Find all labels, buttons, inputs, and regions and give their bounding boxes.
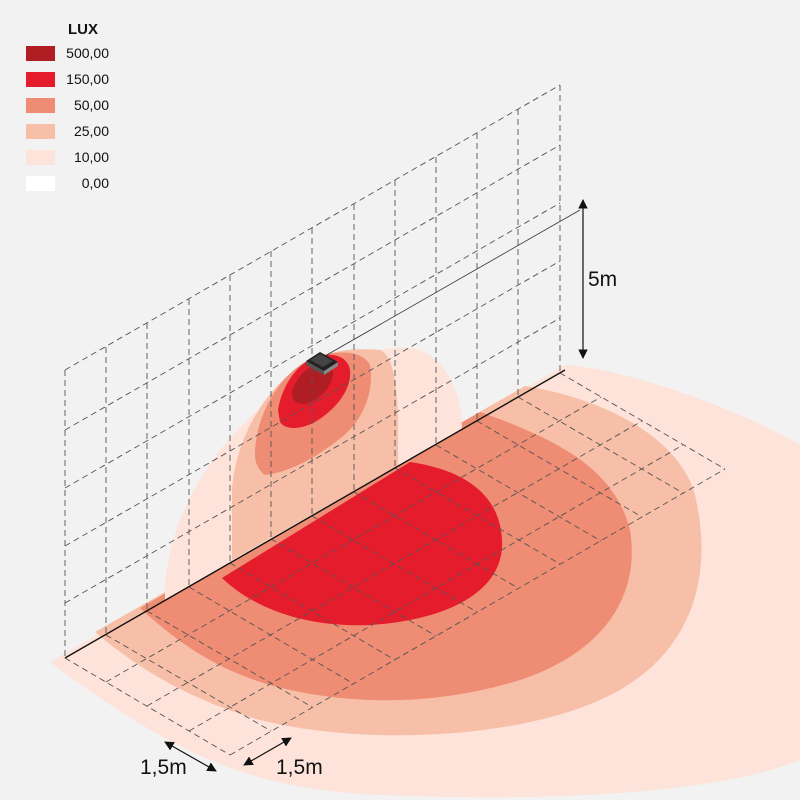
light-fixture-icon	[306, 352, 338, 375]
wall-contours	[165, 347, 462, 600]
legend-swatch	[26, 175, 55, 191]
legend-label: 25,00	[73, 123, 109, 139]
legend-swatch	[26, 71, 55, 87]
legend-swatch	[26, 149, 55, 165]
legend-swatch	[26, 97, 55, 113]
legend-label: 500,00	[66, 45, 109, 61]
legend-item: 0,00	[26, 170, 116, 196]
floor-zone-150	[222, 462, 503, 626]
legend-swatch	[26, 123, 55, 139]
legend-item: 150,00	[26, 66, 116, 92]
legend-label: 0,00	[81, 175, 109, 191]
wall-grid	[64, 84, 561, 658]
fixture-line	[324, 209, 581, 357]
floor-grid	[64, 372, 726, 756]
legend-label: 10,00	[73, 149, 109, 165]
legend-label: 50,00	[73, 97, 109, 113]
legend-item: 50,00	[26, 92, 116, 118]
grid-width-label: 1,5m	[140, 756, 187, 779]
lux-legend: LUX 500,00 150,00 50,00 25,00 10,00 0,00	[26, 20, 116, 196]
floor-contours	[50, 365, 800, 798]
grid-width-dimension	[164, 741, 217, 772]
legend-title: LUX	[68, 21, 98, 38]
legend-item: 25,00	[26, 118, 116, 144]
legend-label: 150,00	[66, 71, 109, 87]
grid-depth-dimension	[243, 737, 292, 766]
height-dimension-label: 5m	[588, 268, 617, 291]
wall-base-line	[64, 369, 566, 659]
legend-item: 10,00	[26, 144, 116, 170]
grid-depth-label: 1,5m	[276, 756, 323, 779]
legend-swatch	[26, 45, 55, 61]
legend-item: 500,00	[26, 40, 116, 66]
